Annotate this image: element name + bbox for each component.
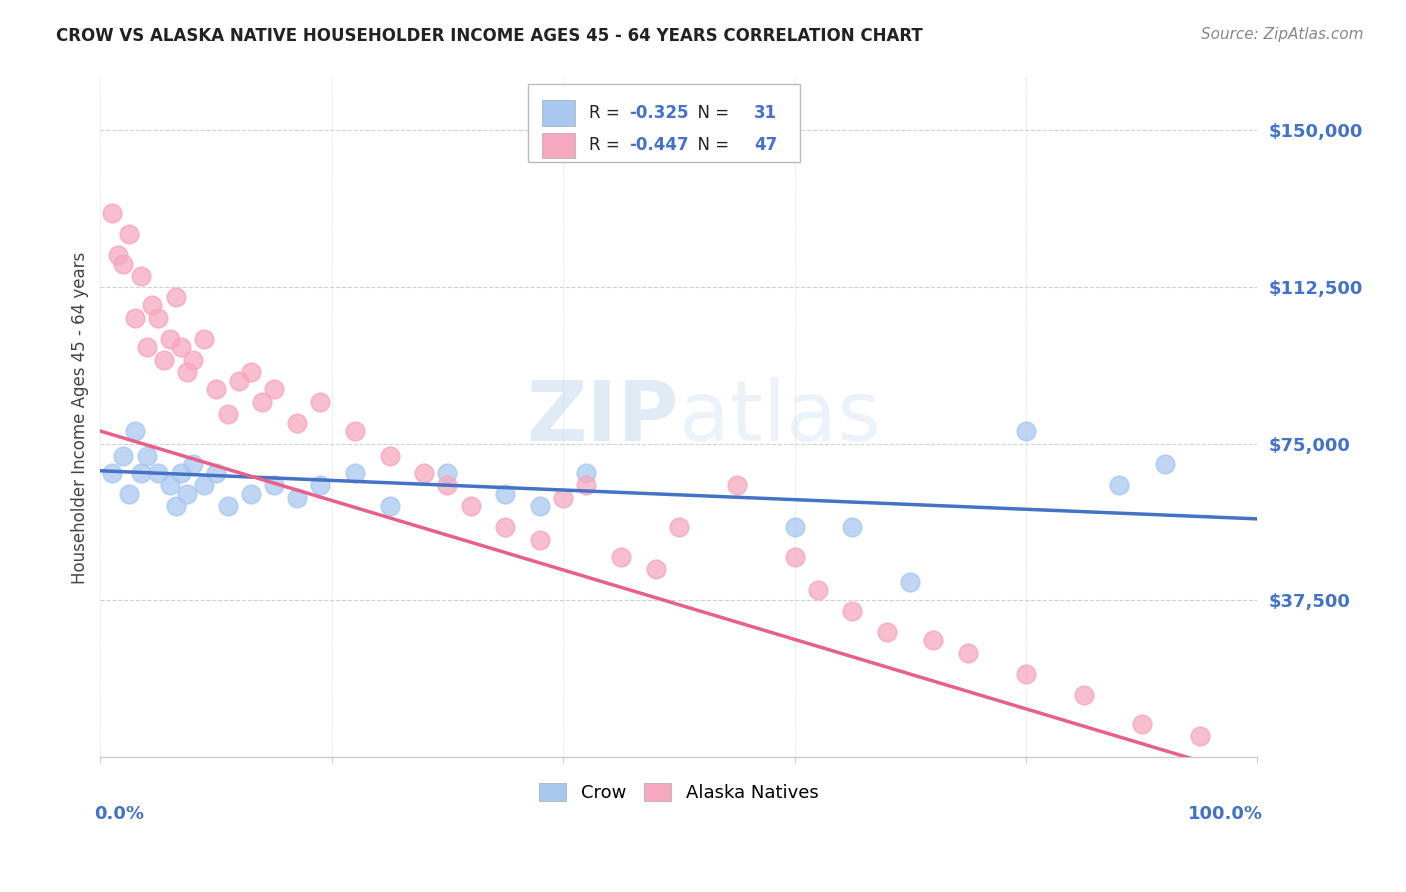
Text: Source: ZipAtlas.com: Source: ZipAtlas.com bbox=[1201, 27, 1364, 42]
Point bbox=[118, 227, 141, 242]
Y-axis label: Householder Income Ages 45 - 64 years: Householder Income Ages 45 - 64 years bbox=[72, 252, 89, 583]
Point bbox=[141, 298, 163, 312]
Point bbox=[1108, 478, 1130, 492]
Point bbox=[217, 407, 239, 421]
Point bbox=[343, 466, 366, 480]
Point bbox=[343, 424, 366, 438]
Text: CROW VS ALASKA NATIVE HOUSEHOLDER INCOME AGES 45 - 64 YEARS CORRELATION CHART: CROW VS ALASKA NATIVE HOUSEHOLDER INCOME… bbox=[56, 27, 922, 45]
Point bbox=[159, 478, 181, 492]
Point bbox=[1015, 666, 1038, 681]
Point bbox=[1130, 717, 1153, 731]
Point bbox=[181, 352, 204, 367]
Point bbox=[783, 520, 806, 534]
Point bbox=[922, 633, 945, 648]
Text: -0.325: -0.325 bbox=[628, 103, 689, 122]
Point bbox=[309, 478, 332, 492]
Text: R =: R = bbox=[589, 103, 624, 122]
Text: N =: N = bbox=[688, 136, 734, 154]
Point bbox=[610, 549, 633, 564]
Text: R =: R = bbox=[589, 136, 624, 154]
Point bbox=[644, 562, 666, 576]
Point bbox=[112, 449, 135, 463]
Point bbox=[309, 394, 332, 409]
Point bbox=[159, 332, 181, 346]
Point bbox=[460, 500, 482, 514]
Point bbox=[494, 520, 516, 534]
Point bbox=[112, 257, 135, 271]
Point bbox=[153, 352, 176, 367]
Point bbox=[135, 449, 157, 463]
Point bbox=[783, 549, 806, 564]
Point bbox=[170, 340, 193, 354]
Text: 0.0%: 0.0% bbox=[94, 805, 145, 823]
Text: 31: 31 bbox=[754, 103, 778, 122]
Point bbox=[529, 500, 551, 514]
Point bbox=[1188, 730, 1211, 744]
Point bbox=[575, 478, 598, 492]
Point bbox=[118, 487, 141, 501]
Point bbox=[575, 466, 598, 480]
Point bbox=[176, 366, 198, 380]
Point bbox=[181, 458, 204, 472]
Point bbox=[101, 466, 124, 480]
Point bbox=[1153, 458, 1175, 472]
Point bbox=[436, 478, 458, 492]
Point bbox=[107, 248, 129, 262]
Point bbox=[553, 491, 575, 505]
FancyBboxPatch shape bbox=[543, 100, 575, 126]
Point bbox=[170, 466, 193, 480]
Point bbox=[378, 449, 401, 463]
Point bbox=[263, 382, 285, 396]
Point bbox=[193, 478, 215, 492]
Point bbox=[148, 466, 170, 480]
Point bbox=[436, 466, 458, 480]
Text: -0.447: -0.447 bbox=[628, 136, 689, 154]
Point bbox=[1015, 424, 1038, 438]
Text: 47: 47 bbox=[754, 136, 778, 154]
Point bbox=[165, 500, 187, 514]
Point bbox=[876, 624, 898, 639]
Text: atlas: atlas bbox=[679, 377, 880, 458]
Point bbox=[378, 500, 401, 514]
Point bbox=[205, 382, 228, 396]
Point bbox=[239, 366, 262, 380]
Point bbox=[841, 520, 863, 534]
Point bbox=[217, 500, 239, 514]
Point bbox=[413, 466, 436, 480]
Point bbox=[807, 582, 830, 597]
Point bbox=[124, 424, 146, 438]
FancyBboxPatch shape bbox=[543, 133, 575, 159]
Point bbox=[148, 311, 170, 326]
Point bbox=[957, 646, 980, 660]
Text: ZIP: ZIP bbox=[526, 377, 679, 458]
Point bbox=[668, 520, 690, 534]
Point bbox=[165, 290, 187, 304]
Point bbox=[124, 311, 146, 326]
Point bbox=[263, 478, 285, 492]
Point bbox=[529, 533, 551, 547]
Text: N =: N = bbox=[688, 103, 734, 122]
Point bbox=[239, 487, 262, 501]
Point bbox=[841, 604, 863, 618]
Point bbox=[193, 332, 215, 346]
Point bbox=[129, 269, 152, 284]
Text: 100.0%: 100.0% bbox=[1188, 805, 1263, 823]
Point bbox=[228, 374, 250, 388]
Point bbox=[898, 574, 921, 589]
Legend: Crow, Alaska Natives: Crow, Alaska Natives bbox=[524, 768, 832, 816]
Point bbox=[129, 466, 152, 480]
Point bbox=[135, 340, 157, 354]
Point bbox=[252, 394, 274, 409]
Point bbox=[285, 491, 308, 505]
Point bbox=[725, 478, 748, 492]
Point bbox=[205, 466, 228, 480]
Point bbox=[285, 416, 308, 430]
Point bbox=[176, 487, 198, 501]
Point bbox=[1073, 688, 1095, 702]
Point bbox=[101, 206, 124, 220]
Point bbox=[494, 487, 516, 501]
FancyBboxPatch shape bbox=[529, 84, 800, 162]
